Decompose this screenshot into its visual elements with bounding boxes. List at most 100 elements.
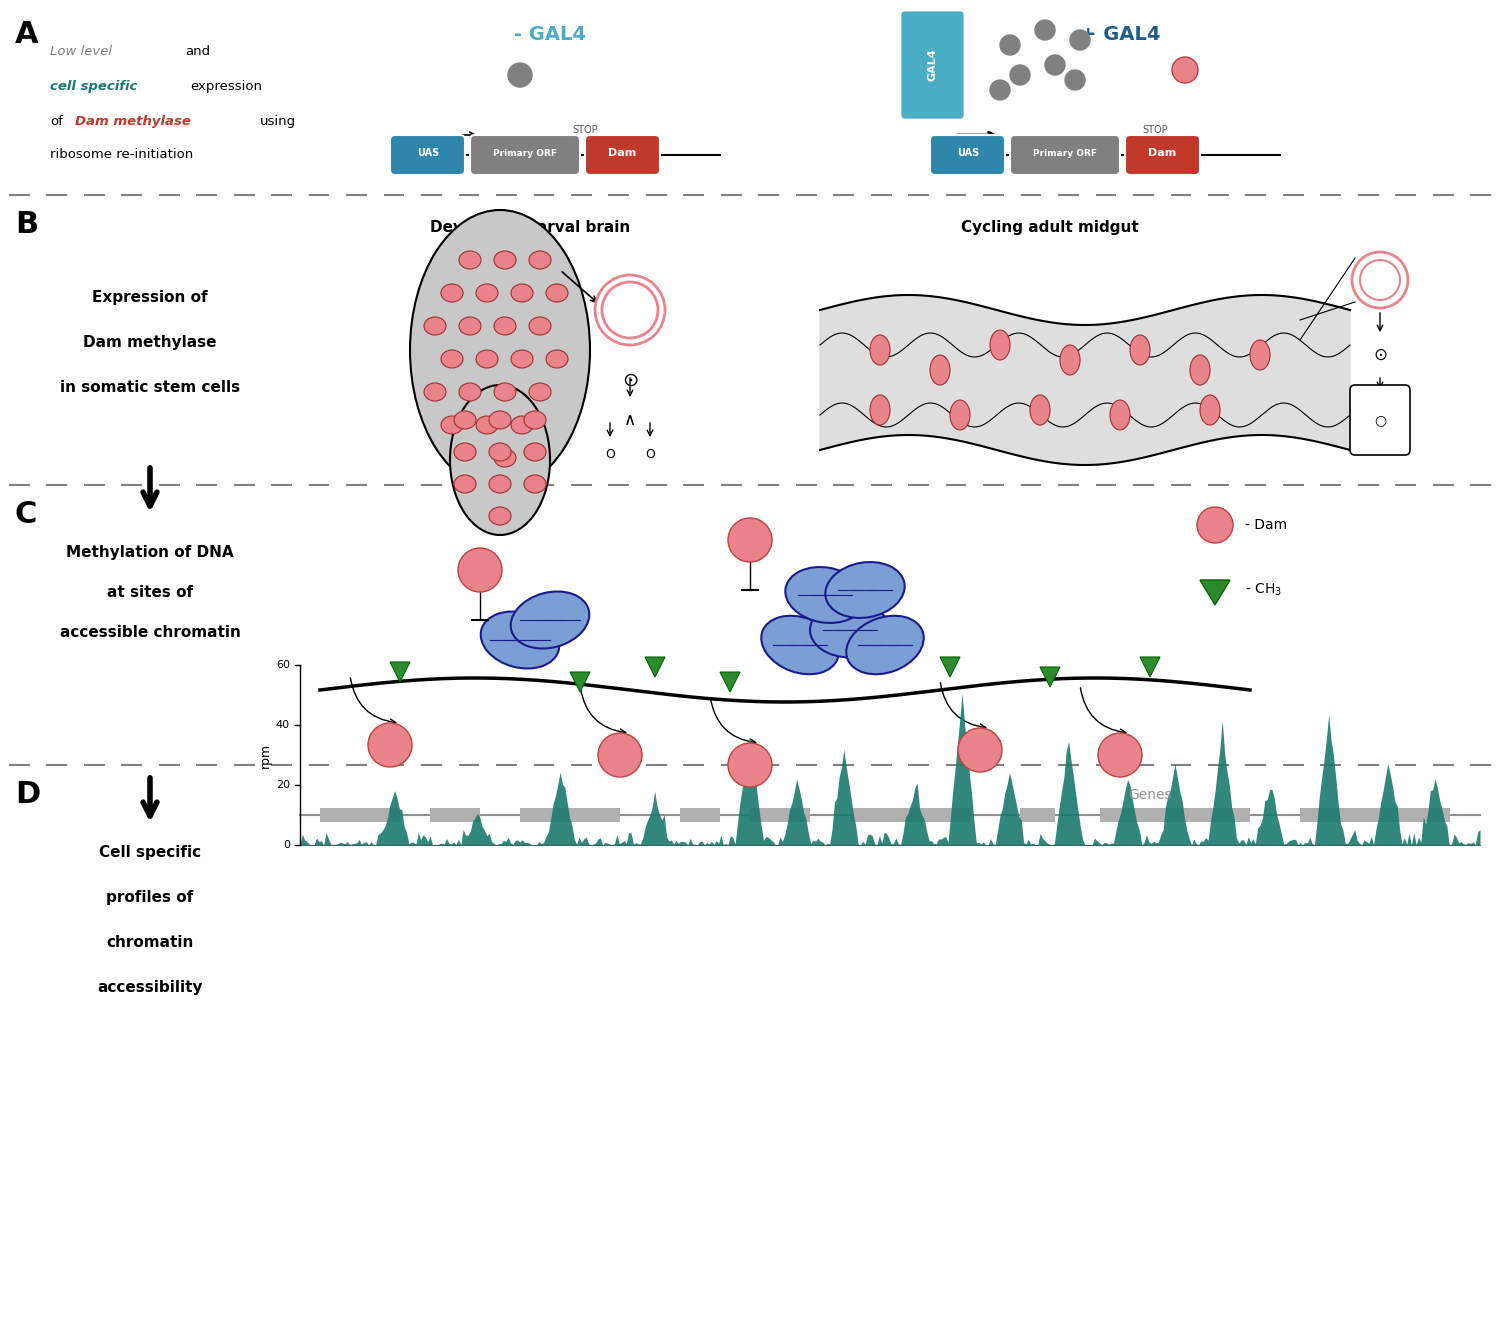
Ellipse shape — [454, 475, 476, 493]
Text: profiles of: profiles of — [106, 890, 194, 904]
Circle shape — [368, 724, 413, 767]
Text: Low level: Low level — [50, 45, 112, 59]
Polygon shape — [821, 295, 1350, 466]
Ellipse shape — [810, 602, 889, 657]
Ellipse shape — [459, 383, 482, 402]
Ellipse shape — [454, 411, 476, 430]
Polygon shape — [570, 672, 590, 692]
Text: - Dam: - Dam — [1245, 517, 1287, 532]
Text: and: and — [184, 45, 210, 59]
Ellipse shape — [546, 350, 568, 368]
Text: Primary ORF: Primary ORF — [1034, 149, 1096, 157]
Ellipse shape — [454, 443, 476, 462]
Bar — [1300, 809, 1450, 822]
Circle shape — [958, 728, 1002, 771]
Text: + GAL4: + GAL4 — [1080, 25, 1161, 44]
Text: chromatin: chromatin — [106, 935, 194, 950]
Text: D: D — [15, 779, 40, 809]
Ellipse shape — [459, 317, 482, 335]
Ellipse shape — [990, 330, 1010, 360]
Circle shape — [509, 63, 532, 86]
Polygon shape — [940, 657, 960, 677]
Polygon shape — [720, 672, 740, 692]
Bar — [430, 809, 480, 822]
Text: Dam: Dam — [608, 148, 636, 158]
Ellipse shape — [512, 416, 532, 434]
Ellipse shape — [530, 383, 550, 402]
Ellipse shape — [846, 616, 924, 674]
Ellipse shape — [512, 285, 532, 302]
Text: Primary ORF: Primary ORF — [494, 149, 556, 157]
Ellipse shape — [1130, 335, 1150, 364]
Circle shape — [458, 548, 503, 592]
Ellipse shape — [510, 592, 590, 649]
Ellipse shape — [424, 317, 445, 335]
Ellipse shape — [1190, 355, 1210, 384]
Text: cell specific: cell specific — [50, 80, 138, 93]
Text: Methylation of DNA: Methylation of DNA — [66, 545, 234, 560]
Ellipse shape — [762, 616, 839, 674]
Polygon shape — [390, 662, 410, 682]
Ellipse shape — [524, 443, 546, 462]
Bar — [1100, 809, 1250, 822]
Text: accessibility: accessibility — [98, 980, 202, 995]
Ellipse shape — [450, 384, 550, 535]
Circle shape — [728, 743, 772, 787]
Ellipse shape — [494, 450, 516, 467]
Ellipse shape — [870, 335, 889, 364]
FancyBboxPatch shape — [390, 136, 465, 176]
FancyBboxPatch shape — [900, 11, 964, 120]
Text: O: O — [604, 448, 615, 462]
Circle shape — [602, 282, 658, 338]
Text: GAL4: GAL4 — [928, 49, 938, 81]
Circle shape — [1070, 31, 1090, 51]
Text: 40: 40 — [276, 720, 290, 730]
Text: C: C — [15, 500, 38, 529]
Ellipse shape — [546, 285, 568, 302]
Text: 60: 60 — [276, 660, 290, 670]
Bar — [320, 809, 400, 822]
Text: - GAL4: - GAL4 — [514, 25, 586, 44]
Ellipse shape — [424, 383, 445, 402]
Ellipse shape — [489, 443, 512, 462]
Circle shape — [1197, 507, 1233, 543]
Bar — [850, 809, 970, 822]
Ellipse shape — [480, 612, 560, 669]
Circle shape — [1065, 70, 1084, 90]
Circle shape — [1046, 55, 1065, 74]
FancyBboxPatch shape — [470, 136, 580, 176]
Ellipse shape — [825, 563, 904, 618]
Ellipse shape — [530, 251, 550, 269]
Text: Genes: Genes — [1128, 787, 1172, 802]
Text: using: using — [260, 114, 296, 128]
Circle shape — [728, 517, 772, 563]
Text: at sites of: at sites of — [106, 585, 194, 600]
Text: ∧: ∧ — [624, 411, 636, 430]
Text: Expression of: Expression of — [92, 290, 208, 305]
Ellipse shape — [524, 411, 546, 430]
Text: 20: 20 — [276, 779, 290, 790]
Text: O: O — [645, 448, 656, 462]
Text: Dam: Dam — [1148, 148, 1176, 158]
Ellipse shape — [1200, 395, 1219, 426]
Text: Cell specific: Cell specific — [99, 845, 201, 861]
Text: Dam methylase: Dam methylase — [84, 335, 216, 350]
Text: ribosome re-initiation: ribosome re-initiation — [50, 148, 194, 161]
FancyBboxPatch shape — [1125, 136, 1200, 176]
Bar — [520, 809, 620, 822]
Circle shape — [990, 80, 1010, 100]
Ellipse shape — [441, 350, 464, 368]
Circle shape — [596, 275, 664, 344]
Ellipse shape — [950, 400, 970, 430]
Text: Cycling adult midgut: Cycling adult midgut — [962, 219, 1138, 235]
Ellipse shape — [494, 383, 516, 402]
Ellipse shape — [489, 507, 512, 525]
Ellipse shape — [476, 350, 498, 368]
Text: ○: ○ — [1374, 414, 1386, 427]
Ellipse shape — [930, 355, 950, 384]
Ellipse shape — [870, 395, 889, 426]
Ellipse shape — [489, 411, 512, 430]
Polygon shape — [1200, 580, 1230, 605]
Circle shape — [1035, 20, 1054, 40]
Bar — [1020, 809, 1054, 822]
